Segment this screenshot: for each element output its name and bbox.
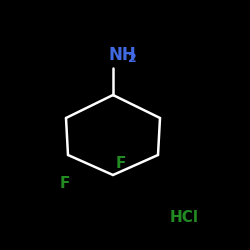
Text: NH: NH [108,46,136,64]
Text: HCl: HCl [170,210,199,226]
Text: 2: 2 [128,52,137,66]
Text: F: F [60,176,70,190]
Text: F: F [116,156,126,170]
